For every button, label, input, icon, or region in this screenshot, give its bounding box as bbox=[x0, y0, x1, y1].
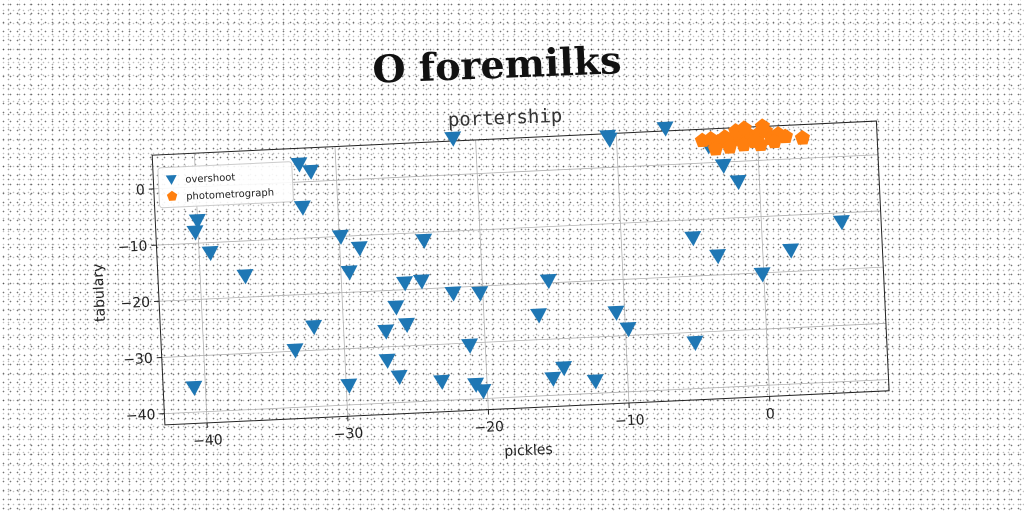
point-overshoot bbox=[444, 131, 462, 147]
point-overshoot bbox=[619, 321, 637, 338]
point-overshoot bbox=[474, 383, 492, 400]
point-overshoot bbox=[544, 371, 562, 387]
point-photometrograph bbox=[766, 133, 782, 149]
point-overshoot bbox=[290, 157, 308, 173]
axis-ticks: −40 −30 −20 −10 0 0 −10 −20 −30 −40 bbox=[118, 182, 776, 449]
x-tick-label: 0 bbox=[766, 406, 776, 422]
legend-label-overshoot: overshoot bbox=[185, 172, 236, 185]
point-overshoot bbox=[412, 274, 430, 290]
data-marks bbox=[185, 118, 850, 400]
y-gridline bbox=[159, 266, 884, 302]
x-gridline bbox=[756, 126, 770, 397]
point-overshoot bbox=[415, 233, 433, 249]
point-overshoot bbox=[729, 174, 747, 191]
y-tick-label: −20 bbox=[120, 295, 150, 312]
point-photometrograph bbox=[794, 130, 810, 145]
point-overshoot bbox=[433, 374, 451, 390]
y-tick-label: −10 bbox=[118, 239, 148, 256]
point-overshoot bbox=[656, 121, 674, 137]
point-overshoot bbox=[530, 308, 548, 324]
point-photometrograph bbox=[736, 120, 752, 136]
point-overshoot bbox=[686, 335, 704, 351]
point-overshoot bbox=[331, 229, 349, 245]
y-axis-label: tabulary bbox=[90, 263, 109, 322]
point-photometrograph bbox=[735, 136, 752, 152]
x-gridline bbox=[615, 133, 630, 404]
y-gridline bbox=[164, 379, 889, 415]
point-photometrograph bbox=[721, 139, 738, 154]
point-photometrograph bbox=[777, 128, 793, 144]
point-overshoot bbox=[709, 249, 727, 265]
point-overshoot bbox=[185, 380, 203, 396]
chart-title: O foremilks bbox=[372, 37, 623, 92]
point-overshoot bbox=[600, 132, 618, 148]
point-overshoot bbox=[302, 164, 319, 180]
point-overshoot bbox=[832, 215, 850, 231]
point-overshoot bbox=[396, 276, 414, 292]
y-tick-label: −30 bbox=[123, 351, 153, 368]
point-overshoot bbox=[471, 286, 489, 302]
x-gridline bbox=[475, 139, 489, 410]
point-overshoot bbox=[188, 213, 206, 230]
x-axis-label: pickles bbox=[504, 442, 553, 460]
point-overshoot bbox=[390, 369, 408, 386]
legend-marker-photometrograph bbox=[166, 190, 178, 201]
point-overshoot bbox=[539, 273, 557, 290]
point-overshoot bbox=[377, 324, 395, 340]
x-tick-label: −20 bbox=[474, 419, 504, 436]
point-overshoot bbox=[555, 361, 573, 377]
point-overshoot bbox=[286, 343, 304, 359]
point-overshoot bbox=[714, 158, 732, 174]
chart-subtitle: portership bbox=[447, 105, 562, 131]
point-photometrograph bbox=[707, 140, 724, 156]
point-overshoot bbox=[460, 338, 478, 354]
point-overshoot bbox=[586, 374, 604, 390]
point-overshoot bbox=[186, 225, 204, 241]
point-overshoot bbox=[782, 243, 800, 259]
point-overshoot bbox=[340, 378, 358, 394]
legend-box bbox=[157, 161, 294, 209]
point-overshoot bbox=[398, 317, 415, 334]
y-gridline bbox=[156, 210, 881, 246]
plot-group: −40 −30 −20 −10 0 0 −10 −20 −30 −40 pickles tabul… bbox=[90, 118, 890, 460]
point-overshoot bbox=[444, 286, 462, 302]
point-overshoot bbox=[350, 241, 368, 257]
point-overshoot bbox=[340, 265, 358, 281]
point-overshoot bbox=[378, 353, 396, 369]
x-tick-label: −40 bbox=[193, 432, 223, 449]
x-tick-label: −10 bbox=[615, 412, 645, 429]
point-overshoot bbox=[607, 305, 625, 321]
point-overshoot bbox=[236, 269, 254, 285]
y-tick-label: 0 bbox=[136, 182, 146, 198]
legend-label-photometrograph: photometrograph bbox=[186, 188, 274, 203]
point-photometrograph bbox=[754, 118, 770, 134]
y-tick-label: −40 bbox=[126, 407, 156, 424]
point-overshoot bbox=[387, 300, 405, 316]
y-gridline bbox=[161, 322, 886, 358]
legend: overshoot photometrograph bbox=[157, 161, 294, 209]
x-tick-label: −30 bbox=[333, 426, 363, 443]
point-overshoot bbox=[293, 200, 311, 216]
point-photometrograph bbox=[746, 133, 763, 149]
plot-frame bbox=[151, 120, 890, 426]
point-overshoot bbox=[201, 245, 219, 262]
x-gridline bbox=[334, 146, 349, 417]
point-overshoot bbox=[684, 231, 702, 247]
point-overshoot bbox=[305, 319, 323, 336]
legend-marker-overshoot bbox=[165, 174, 177, 185]
point-overshoot bbox=[753, 267, 771, 283]
